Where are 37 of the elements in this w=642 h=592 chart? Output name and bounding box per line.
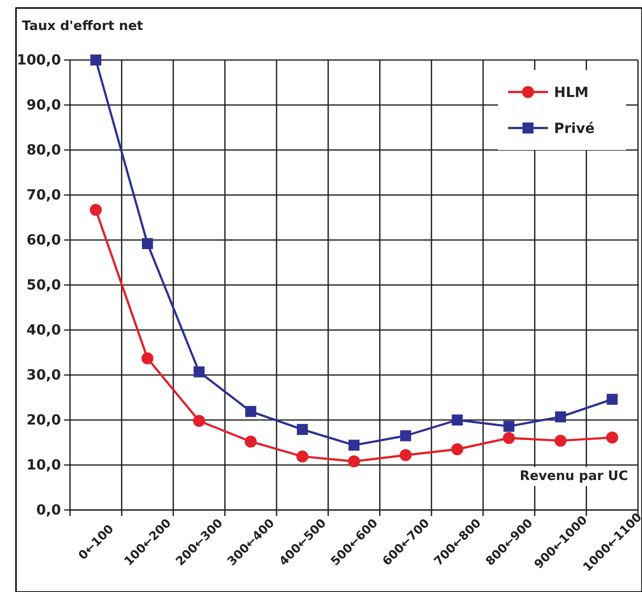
legend-label: Privé (554, 121, 595, 137)
y-tick-label: 70,0 (26, 187, 62, 204)
y-tick-label: 50,0 (26, 277, 62, 294)
point (400, 430, 412, 442)
point (90, 204, 102, 216)
legend-label: HLM (554, 85, 589, 101)
point (503, 420, 514, 432)
point (606, 432, 618, 444)
y-tick-label: 80,0 (26, 142, 62, 158)
y-tick-label: 60,0 (26, 232, 62, 248)
point (90, 54, 102, 66)
y-tick-label: 100,0 (16, 52, 62, 68)
point (348, 440, 360, 451)
point (141, 352, 154, 364)
point (296, 424, 308, 435)
point (296, 450, 308, 462)
y-tick-label: 90,0 (26, 97, 62, 114)
point (606, 394, 618, 405)
point (555, 411, 566, 422)
y-tick-label: 30,0 (26, 367, 62, 384)
y-axis-title: Taux d'effort net (22, 19, 144, 34)
point (193, 414, 206, 427)
point (400, 449, 412, 462)
point (451, 443, 464, 456)
point (502, 432, 515, 444)
point (348, 455, 360, 468)
point (554, 434, 567, 447)
y-tick-label: 20,0 (26, 412, 62, 428)
y-tick-label: 40,0 (26, 322, 62, 338)
point (245, 406, 256, 417)
x-axis-title: Revenu par UC (520, 469, 628, 484)
y-tick-label: 0,0 (36, 502, 62, 518)
point (194, 366, 205, 378)
point (452, 414, 463, 426)
point (244, 436, 257, 448)
y-tick-label: 10,0 (26, 457, 62, 474)
point (142, 238, 153, 250)
